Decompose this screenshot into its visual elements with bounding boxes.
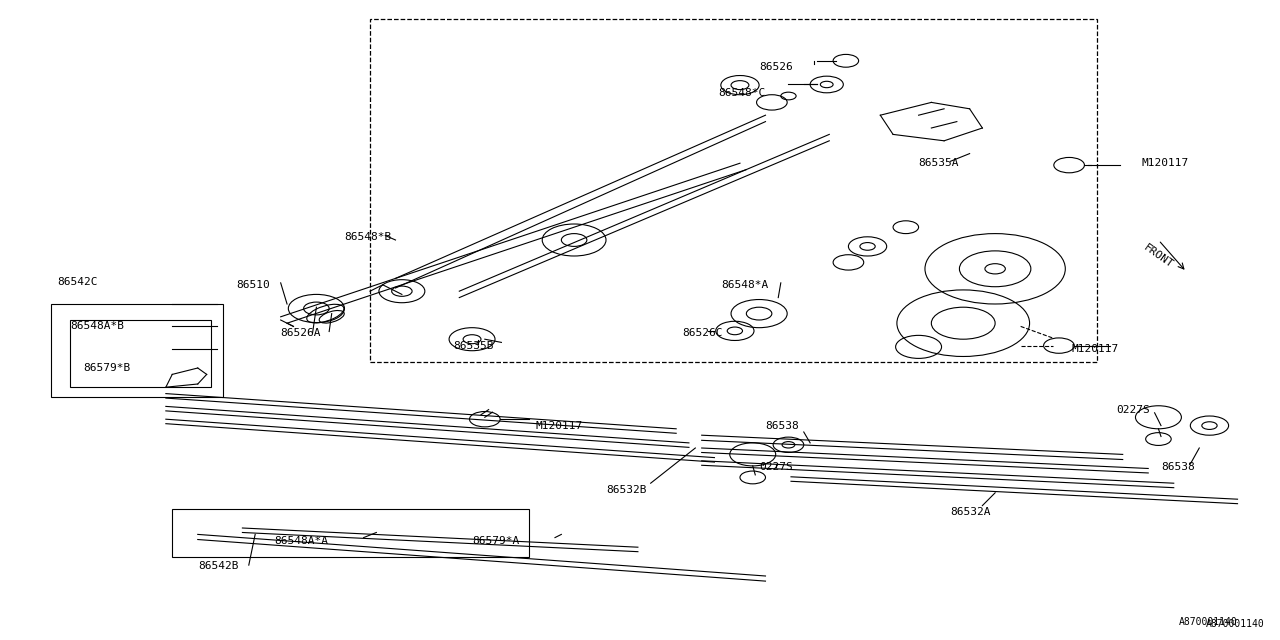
Text: 86535B: 86535B: [453, 340, 493, 351]
Text: 86510: 86510: [236, 280, 270, 290]
Circle shape: [820, 81, 833, 88]
Text: 86532B: 86532B: [605, 484, 646, 495]
Bar: [51, 304, 223, 397]
Text: A870001140: A870001140: [1206, 619, 1265, 629]
Text: 86532A: 86532A: [951, 507, 991, 517]
Circle shape: [833, 54, 859, 67]
Circle shape: [727, 327, 742, 335]
Bar: [70, 320, 210, 387]
Text: A870001140: A870001140: [1179, 617, 1238, 627]
Text: 86548*A: 86548*A: [721, 280, 768, 290]
Text: M120117: M120117: [1071, 344, 1119, 354]
Bar: [370, 19, 1097, 362]
Text: 86542C: 86542C: [58, 276, 97, 287]
Circle shape: [731, 81, 749, 90]
Text: 86579*A: 86579*A: [472, 536, 520, 546]
Text: 86548A*B: 86548A*B: [70, 321, 124, 332]
Circle shape: [782, 442, 795, 448]
Text: 86526A: 86526A: [280, 328, 321, 338]
Text: FRONT: FRONT: [1142, 242, 1175, 270]
Text: 86526: 86526: [759, 62, 792, 72]
Circle shape: [746, 307, 772, 320]
Text: 86535A: 86535A: [919, 158, 959, 168]
Text: 86548*C: 86548*C: [718, 88, 765, 98]
Circle shape: [562, 234, 586, 246]
Text: 86548*B: 86548*B: [344, 232, 392, 242]
Circle shape: [392, 286, 412, 296]
Text: 0227S: 0227S: [1116, 404, 1151, 415]
Circle shape: [860, 243, 876, 250]
Text: 86538: 86538: [765, 420, 799, 431]
Text: 86579*B: 86579*B: [83, 363, 131, 373]
Text: M120117: M120117: [1142, 158, 1189, 168]
Circle shape: [984, 264, 1005, 274]
Text: 86538: 86538: [1161, 462, 1194, 472]
Text: 0227S: 0227S: [759, 462, 792, 472]
Bar: [173, 509, 530, 557]
Text: 86542B: 86542B: [197, 561, 238, 572]
Text: M120117: M120117: [536, 420, 584, 431]
Circle shape: [463, 335, 481, 344]
Circle shape: [1202, 422, 1217, 429]
Text: 86548A*A: 86548A*A: [274, 536, 328, 546]
Circle shape: [303, 302, 329, 315]
Text: 86526C: 86526C: [682, 328, 723, 338]
